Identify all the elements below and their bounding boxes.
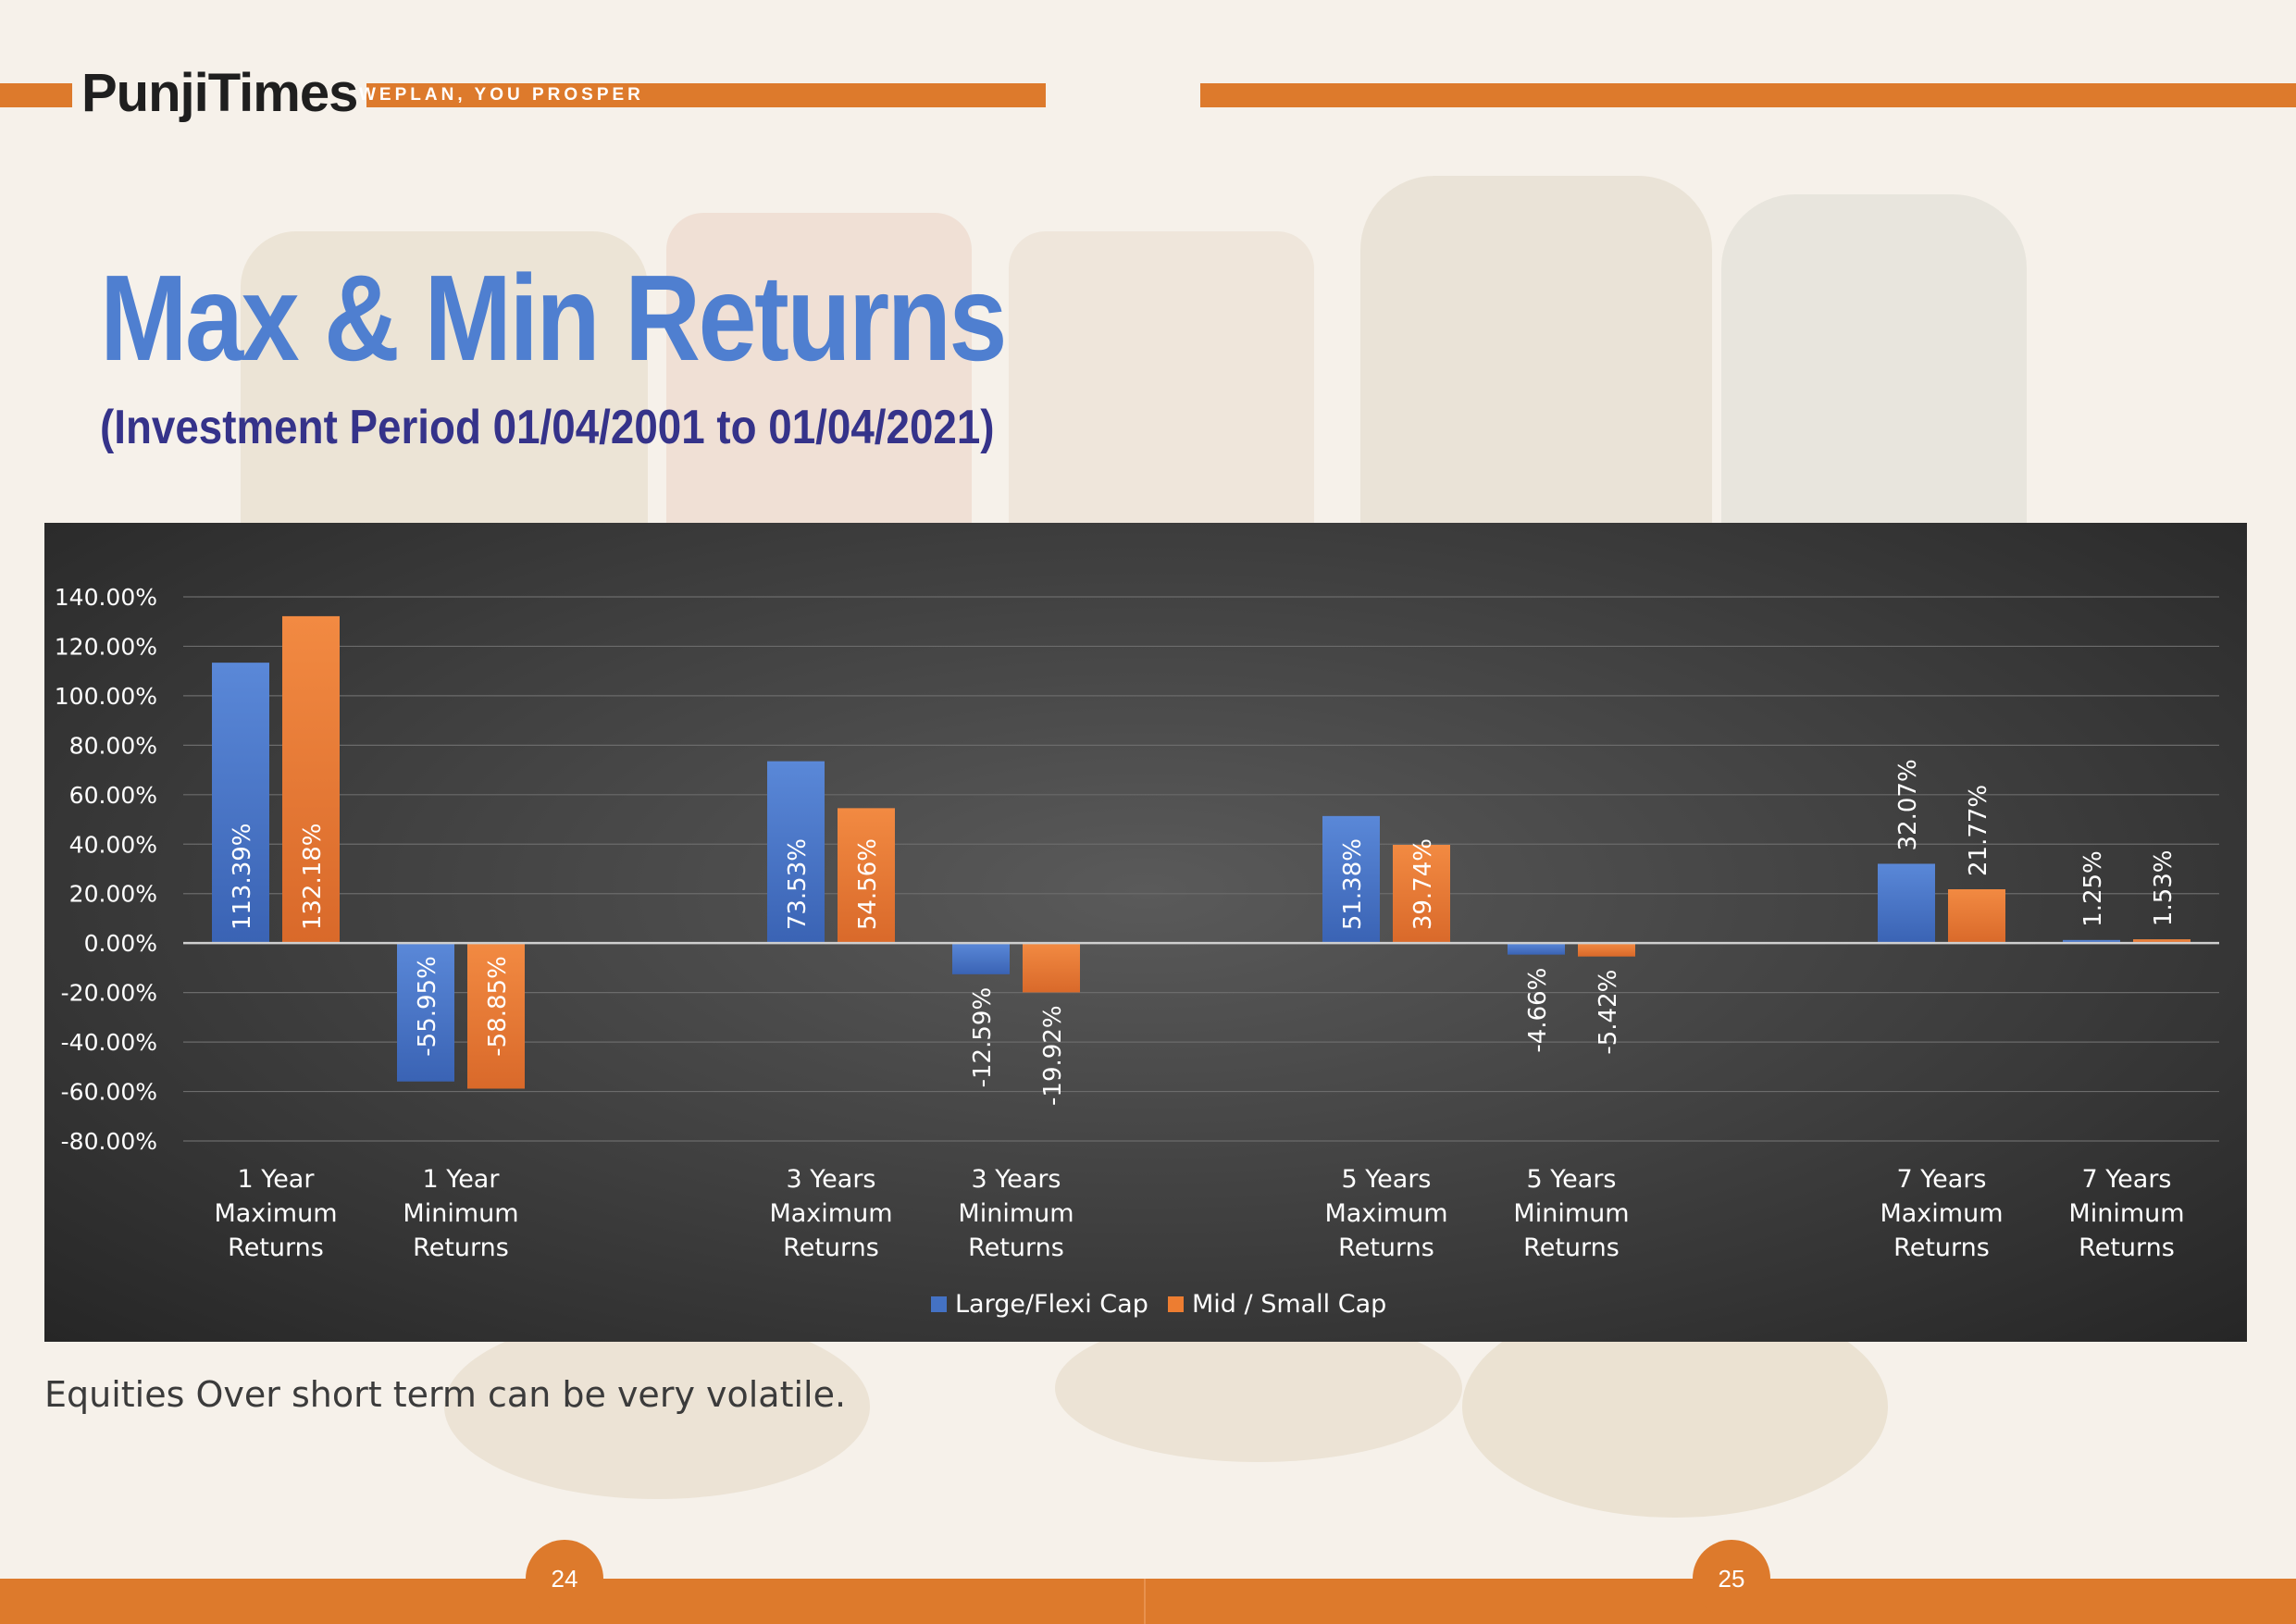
background-photo-shape [1360, 176, 1712, 546]
x-category-label: 7 Years [2082, 1165, 2172, 1194]
x-category-label: Returns [968, 1233, 1064, 1262]
y-tick-label: -60.00% [61, 1079, 157, 1106]
x-category-label: Maximum [1324, 1199, 1447, 1228]
legend-swatch [1168, 1296, 1184, 1312]
bar [1023, 943, 1080, 993]
bar [838, 808, 895, 944]
x-category-label: 1 Year [423, 1165, 501, 1194]
chart-caption: Equities Over short term can be very vol… [44, 1374, 847, 1415]
data-label: 132.18% [299, 823, 327, 930]
y-tick-label: -40.00% [61, 1029, 157, 1056]
bar [767, 761, 825, 944]
x-category-label: Returns [413, 1233, 509, 1262]
page-subtitle: (Investment Period 01/04/2001 to 01/04/2… [100, 401, 995, 454]
data-label: -19.92% [1039, 1005, 1067, 1106]
footer-divider [1144, 1579, 1146, 1624]
background-photo-shape [666, 213, 972, 564]
legend-label: Mid / Small Cap [1192, 1290, 1386, 1319]
bar [1878, 863, 1935, 944]
x-category-label: Returns [228, 1233, 324, 1262]
data-label: -55.95% [414, 956, 441, 1057]
bar [2063, 939, 2120, 944]
x-category-label: 3 Years [972, 1165, 1061, 1194]
x-category-label: Returns [783, 1233, 879, 1262]
x-category-label: 1 Year [238, 1165, 316, 1194]
x-category-label: Minimum [2068, 1199, 2184, 1228]
bar [1393, 844, 1450, 944]
bar [2133, 939, 2191, 944]
data-label: -4.66% [1524, 968, 1552, 1053]
y-tick-label: 60.00% [69, 782, 157, 809]
legend-label: Large/Flexi Cap [955, 1290, 1148, 1319]
y-tick-label: 140.00% [55, 584, 157, 611]
page-title: Max & Min Returns [100, 250, 1008, 386]
page-number-right: 25 [1693, 1540, 1770, 1618]
returns-chart-svg: 140.00% 120.00% 100.00% 80.00% 60.00% 40.00% 2… [55, 584, 2219, 1319]
bar [1578, 943, 1635, 957]
x-category-label: Minimum [403, 1199, 518, 1228]
bar [212, 663, 269, 944]
x-category-label: Returns [1338, 1233, 1434, 1262]
returns-chart: 140.00% 120.00% 100.00% 80.00% 60.00% 40.00% 2… [44, 523, 2247, 1342]
y-tick-label: -20.00% [61, 980, 157, 1007]
data-label: 39.74% [1409, 838, 1437, 930]
footer-bar [0, 1579, 2296, 1624]
data-label: -58.85% [484, 956, 512, 1057]
bar [397, 943, 454, 1082]
brand-tagline: WEPLAN, YOU PROSPER [359, 85, 644, 105]
x-category-label: 5 Years [1342, 1165, 1432, 1194]
data-label: 1.25% [2079, 850, 2107, 927]
data-label: 113.39% [229, 823, 256, 930]
bar [1508, 943, 1565, 955]
x-category-label: Minimum [1513, 1199, 1629, 1228]
x-category-label: Maximum [214, 1199, 337, 1228]
x-category-label: Returns [2079, 1233, 2175, 1262]
brand-logo: PunjiTimes [72, 56, 367, 130]
legend-swatch [931, 1296, 947, 1312]
bar [1322, 815, 1380, 944]
x-category-label: Returns [1523, 1233, 1620, 1262]
y-tick-label: 0.00% [84, 930, 157, 957]
y-tick-label: 80.00% [69, 732, 157, 759]
data-label: 1.53% [2150, 849, 2178, 926]
x-category-label: Returns [1893, 1233, 1990, 1262]
x-category-label: Maximum [1880, 1199, 2003, 1228]
x-category-label: 7 Years [1897, 1165, 1987, 1194]
y-tick-label: 120.00% [55, 633, 157, 660]
y-tick-label: -80.00% [61, 1128, 157, 1155]
x-category-label: 3 Years [787, 1165, 876, 1194]
bar [952, 943, 1010, 974]
data-label: -5.42% [1595, 970, 1622, 1055]
data-label: -12.59% [969, 987, 997, 1088]
x-category-label: Maximum [769, 1199, 892, 1228]
bar [282, 615, 340, 944]
y-tick-label: 20.00% [69, 881, 157, 908]
data-label: 73.53% [784, 838, 812, 930]
page-number-left: 24 [526, 1540, 603, 1618]
background-photo-shape [444, 1314, 870, 1499]
y-tick-label: 40.00% [69, 831, 157, 858]
data-label: 51.38% [1339, 838, 1367, 930]
background-photo-shape [241, 231, 648, 564]
background-photo-shape [1721, 194, 2027, 546]
bar [1948, 888, 2005, 944]
data-label: 32.07% [1894, 759, 1922, 850]
background-photo-shape [1009, 231, 1314, 564]
x-category-label: 5 Years [1527, 1165, 1617, 1194]
data-label: 54.56% [854, 838, 882, 930]
x-category-label: Minimum [958, 1199, 1074, 1228]
bar [467, 943, 525, 1089]
y-tick-label: 100.00% [55, 683, 157, 710]
data-label: 21.77% [1965, 785, 1992, 876]
header-bar-right [1200, 83, 2296, 107]
